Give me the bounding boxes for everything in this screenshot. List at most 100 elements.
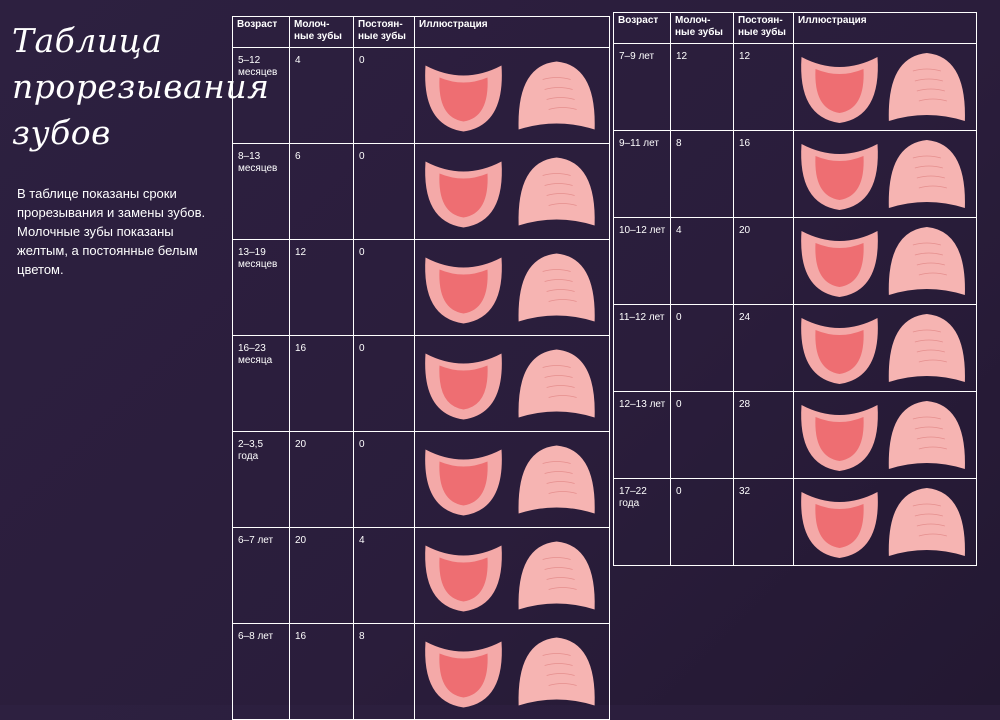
upper-jaw: [888, 140, 965, 208]
palate-ridge: [542, 557, 571, 560]
cell-illustration: [793, 217, 977, 305]
cell-permanent: 0: [353, 47, 415, 144]
cell-milk: 8: [670, 130, 734, 218]
palate-ridge: [918, 185, 947, 189]
palate-ridge: [912, 503, 941, 507]
tongue: [439, 653, 488, 698]
cell-illustration: [414, 335, 610, 432]
palate-ridge: [548, 683, 577, 686]
cell-illustration: [793, 478, 977, 566]
cell-illustration: [793, 130, 977, 218]
teeth-illustration: [425, 157, 595, 228]
teeth-illustration: [425, 541, 595, 612]
palate-ridge: [912, 329, 941, 333]
cell-age: 6–7 лет: [232, 527, 290, 624]
cell-milk: 4: [670, 217, 734, 305]
palate-ridge: [918, 533, 947, 537]
upper-jaw: [518, 541, 595, 610]
palate-ridge: [544, 375, 573, 378]
cell-milk: 20: [289, 431, 354, 528]
cell-age: 9–11 лет: [613, 130, 671, 218]
upper-jaw: [888, 488, 965, 556]
cell-age: 8–13 месяцев: [232, 143, 290, 240]
upper-jaw: [518, 61, 595, 130]
header-age: Возраст: [232, 16, 290, 48]
cell-illustration: [414, 431, 610, 528]
tongue: [439, 173, 488, 218]
cell-permanent: 0: [353, 143, 415, 240]
cell-illustration: [793, 43, 977, 131]
teeth-illustration: [801, 53, 965, 123]
teeth-illustration: [425, 61, 595, 132]
palate-ridge: [546, 577, 575, 580]
cell-milk: 16: [289, 623, 354, 720]
tongue: [815, 504, 864, 548]
palate-ridge: [914, 165, 943, 169]
cell-permanent: 28: [733, 391, 794, 479]
cell-age: 12–13 лет: [613, 391, 671, 479]
palate-ridge: [548, 491, 577, 494]
palate-ridge: [916, 88, 945, 92]
teeth-illustration: [801, 488, 965, 558]
palate-ridge: [914, 426, 943, 430]
cell-illustration: [414, 143, 610, 240]
header-illustration: Иллюстрация: [793, 12, 977, 44]
description: В таблице показаны сроки прорезывания и …: [17, 186, 206, 277]
palate-ridge: [544, 663, 573, 666]
palate-ridge: [918, 359, 947, 363]
palate-ridge: [542, 461, 571, 464]
palate-ridge: [916, 262, 945, 266]
cell-age: 10–12 лет: [613, 217, 671, 305]
tongue: [815, 156, 864, 200]
cell-age: 13–19 месяцев: [232, 239, 290, 336]
teeth-illustration: [425, 445, 595, 516]
table-row: 9–11 лет 8 16: [613, 130, 977, 218]
cell-permanent: 4: [353, 527, 415, 624]
upper-jaw: [518, 157, 595, 226]
teeth-illustration: [801, 401, 965, 471]
cell-milk: 16: [289, 335, 354, 432]
teeth-illustration: [425, 253, 595, 324]
cell-permanent: 0: [353, 431, 415, 528]
palate-ridge: [546, 97, 575, 100]
cell-age: 6–8 лет: [232, 623, 290, 720]
palate-ridge: [546, 289, 575, 292]
palate-ridge: [548, 587, 577, 590]
upper-jaw: [888, 227, 965, 295]
upper-jaw: [518, 253, 595, 322]
palate-ridge: [916, 523, 945, 527]
title-line: прорезывания: [12, 67, 270, 106]
upper-jaw: [888, 314, 965, 382]
cell-permanent: 8: [353, 623, 415, 720]
palate-ridge: [912, 416, 941, 420]
cell-age: 7–9 лет: [613, 43, 671, 131]
cell-illustration: [414, 47, 610, 144]
teeth-illustration: [801, 227, 965, 297]
palate-ridge: [542, 365, 571, 368]
palate-ridge: [918, 272, 947, 276]
table-row: 7–9 лет 12 12: [613, 43, 977, 131]
palate-ridge: [544, 279, 573, 282]
cell-milk: 0: [670, 391, 734, 479]
cell-milk: 20: [289, 527, 354, 624]
palate-ridge: [542, 173, 571, 176]
palate-ridge: [914, 78, 943, 82]
cell-illustration: [414, 527, 610, 624]
palate-ridge: [544, 471, 573, 474]
table-row: 8–13 месяцев 6 0: [232, 143, 610, 240]
teething-table-right: Возраст Молоч-ные зубы Постоян-ные зубы …: [613, 12, 977, 566]
header-permanent: Постоян-ные зубы: [733, 12, 794, 44]
header-illustration: Иллюстрация: [414, 16, 610, 48]
tongue: [815, 243, 864, 287]
cell-illustration: [793, 304, 977, 392]
palate-ridge: [544, 567, 573, 570]
palate-ridge: [912, 242, 941, 246]
cell-illustration: [414, 623, 610, 720]
cell-milk: 4: [289, 47, 354, 144]
palate-ridge: [544, 183, 573, 186]
table-row: 17–22 года 0 32: [613, 478, 977, 566]
palate-ridge: [916, 436, 945, 440]
cell-milk: 12: [670, 43, 734, 131]
palate-ridge: [912, 68, 941, 72]
cell-permanent: 24: [733, 304, 794, 392]
